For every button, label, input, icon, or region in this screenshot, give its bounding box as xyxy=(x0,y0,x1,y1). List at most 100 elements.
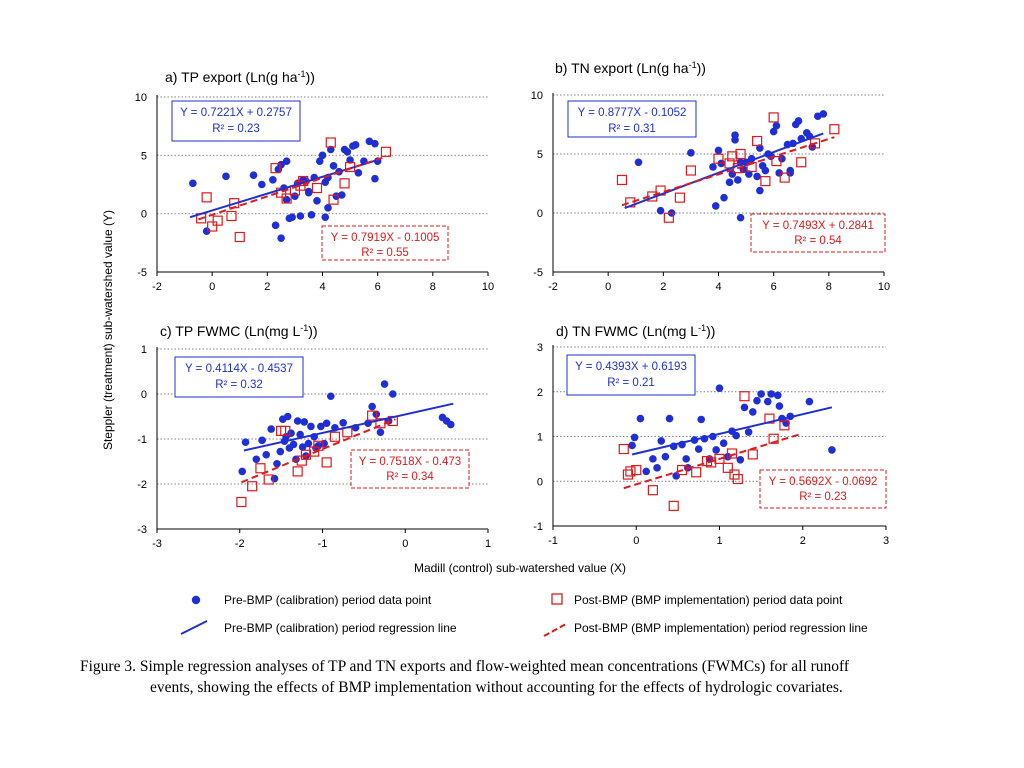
y-tick-label: -1 xyxy=(137,434,147,446)
pre-bmp-point xyxy=(649,455,657,463)
post-bmp-point xyxy=(726,448,738,459)
post-bmp-point xyxy=(674,192,685,203)
post-r-squared: R² = 0.54 xyxy=(794,235,842,247)
pre-bmp-point xyxy=(657,437,666,445)
pre-bmp-point xyxy=(694,445,703,453)
pre-bmp-point xyxy=(269,176,277,184)
pre-bmp-point xyxy=(238,467,247,476)
pre-bmp-point xyxy=(753,396,761,405)
pre-bmp-point xyxy=(819,110,828,118)
pre-bmp-point xyxy=(636,414,645,423)
y-tick-label: -5 xyxy=(137,267,147,279)
pre-bmp-point xyxy=(321,213,330,221)
y-tick-label: 0 xyxy=(141,209,147,221)
pre-bmp-point xyxy=(711,202,720,210)
pre-bmp-point xyxy=(714,146,723,155)
pre-bmp-point xyxy=(277,160,285,169)
panel-title: c) TP FWMC (Ln(mg L-1)) xyxy=(160,323,318,339)
post-bmp-point xyxy=(339,178,350,189)
post-r-squared: R² = 0.34 xyxy=(386,471,434,483)
legend-pre-line-label: Pre-BMP (calibration) period regression … xyxy=(224,621,457,635)
pre-bmp-point xyxy=(368,402,376,411)
caption-line-1: Figure 3. Simple regression analyses of … xyxy=(80,658,850,675)
post-bmp-point xyxy=(280,425,291,436)
pre-bmp-point xyxy=(339,419,347,427)
pre-bmp-point xyxy=(628,441,636,450)
post-bmp-point xyxy=(311,182,323,194)
post-bmp-point xyxy=(618,443,629,455)
pre-equation: Y = 0.7221X + 0.2757 xyxy=(180,107,292,119)
post-equation: Y = 0.7919X - 0.1005 xyxy=(331,232,440,244)
pre-bmp-point xyxy=(389,390,397,398)
post-bmp-point xyxy=(739,391,750,402)
pre-bmp-point xyxy=(763,397,772,406)
post-bmp-point xyxy=(829,124,840,135)
x-tick-label: -2 xyxy=(548,281,558,293)
post-bmp-point xyxy=(768,112,779,123)
pre-bmp-point xyxy=(749,408,757,416)
pre-bmp-point xyxy=(371,174,379,183)
legend-post-line-label: Post-BMP (BMP implementation) period reg… xyxy=(574,621,868,635)
pre-bmp-regression-line xyxy=(624,132,824,209)
post-bmp-point xyxy=(616,174,628,186)
post-equation-box xyxy=(750,213,886,253)
post-bmp-point xyxy=(300,449,312,460)
pre-bmp-point xyxy=(786,169,795,177)
post-bmp-point xyxy=(668,500,679,511)
x-tick-label: 10 xyxy=(482,281,494,293)
pre-bmp-point xyxy=(354,169,363,177)
pre-bmp-point xyxy=(315,157,324,165)
figure-caption: Figure 3. Simple regression analyses of … xyxy=(80,656,960,698)
y-tick-label: 10 xyxy=(531,90,543,102)
pre-bmp-point xyxy=(202,227,211,235)
post-bmp-point xyxy=(321,457,332,468)
pre-bmp-point xyxy=(661,452,670,461)
pre-equation: Y = 0.4114X - 0.4537 xyxy=(185,363,293,375)
pre-bmp-point xyxy=(656,206,665,215)
pre-bmp-point xyxy=(757,390,765,398)
legend-post-line-marker xyxy=(543,623,567,637)
post-bmp-point xyxy=(631,464,642,476)
y-tick-label: 3 xyxy=(537,342,543,354)
pre-equation: Y = 0.8777X - 0.1052 xyxy=(578,107,687,119)
post-bmp-point xyxy=(663,212,674,223)
y-tick-label: 0 xyxy=(537,476,543,488)
pre-bmp-point xyxy=(300,418,309,426)
x-tick-label: 1 xyxy=(485,538,491,550)
x-tick-label: -1 xyxy=(548,535,558,547)
pre-bmp-point xyxy=(322,419,331,428)
pre-bmp-point xyxy=(332,192,341,200)
post-bmp-point xyxy=(247,481,258,492)
post-bmp-regression-line xyxy=(241,418,396,484)
pre-bmp-point xyxy=(343,148,352,156)
x-tick-label: 6 xyxy=(771,281,777,293)
pre-bmp-point xyxy=(828,446,836,454)
pre-bmp-point xyxy=(653,464,661,472)
pre-bmp-point xyxy=(756,186,764,195)
post-bmp-point xyxy=(212,215,223,226)
post-bmp-point xyxy=(779,172,790,183)
pre-bmp-point xyxy=(732,431,740,440)
panel-2: c) TP FWMC (Ln(mg L-1)) -3 -2 -1 0 1 -3 -2 -1 0 1 Y… xyxy=(137,323,491,550)
pre-bmp-point xyxy=(736,213,745,222)
pre-bmp-point xyxy=(291,192,299,200)
pre-bmp-point xyxy=(324,204,332,212)
post-bmp-point xyxy=(735,148,746,160)
pre-bmp-point xyxy=(329,162,338,170)
post-bmp-point xyxy=(722,462,733,473)
post-bmp-point xyxy=(270,163,281,174)
post-r-squared: R² = 0.55 xyxy=(361,247,409,259)
pre-bmp-point xyxy=(262,450,271,459)
pre-bmp-point xyxy=(258,180,266,189)
pre-bmp-point xyxy=(712,446,720,454)
pre-bmp-point xyxy=(270,474,279,483)
post-bmp-point xyxy=(752,135,763,147)
x-tick-label: 6 xyxy=(375,281,381,293)
pre-bmp-point xyxy=(772,121,781,130)
pre-bmp-point xyxy=(642,467,651,476)
pre-bmp-point xyxy=(805,397,814,406)
post-bmp-point xyxy=(325,137,336,148)
pre-bmp-point xyxy=(376,428,385,437)
pre-bmp-point xyxy=(277,234,285,242)
pre-bmp-point xyxy=(296,212,305,220)
